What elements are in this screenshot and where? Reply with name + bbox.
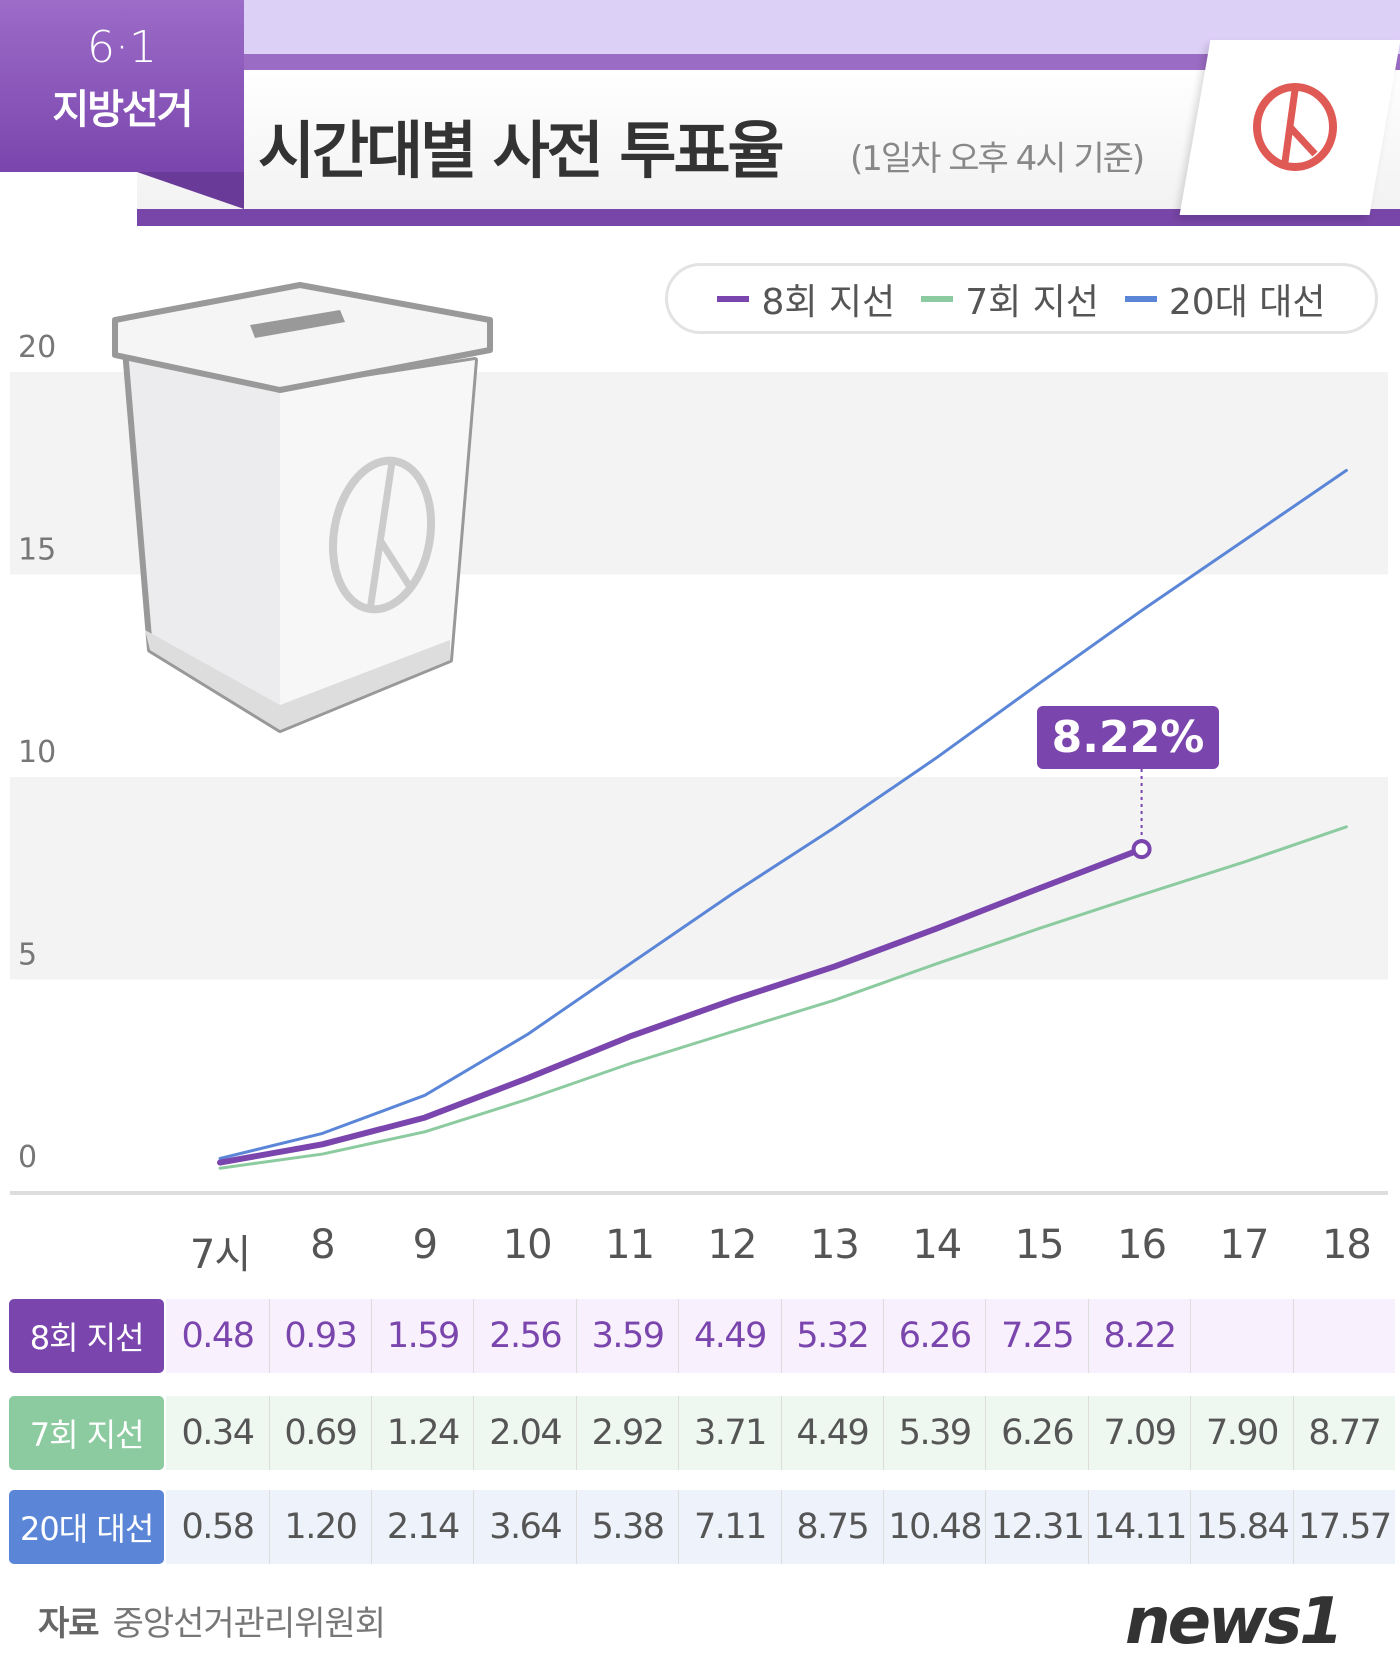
- y-tick-label: 5: [18, 938, 37, 973]
- source-label: 자료: [38, 1604, 100, 1644]
- vote-stamp-icon: [1253, 83, 1337, 171]
- legend-swatch: [921, 295, 954, 302]
- table-cell: 3.71: [678, 1396, 780, 1470]
- legend-swatch: [717, 295, 750, 302]
- table-cell: 0.58: [181, 1507, 255, 1547]
- badge-fold: [137, 172, 244, 209]
- x-tick-label: 8: [310, 1222, 335, 1268]
- table-cell: 4.49: [678, 1299, 780, 1373]
- table-cell: [1190, 1299, 1292, 1373]
- table-cell: 2.56: [473, 1299, 575, 1373]
- x-tick-label: 9: [412, 1222, 438, 1268]
- table-cell: 12.31: [985, 1490, 1087, 1564]
- current-value-callout: 8.22%: [1037, 706, 1219, 769]
- y-tick-label: 15: [18, 533, 56, 568]
- legend-label: 8회 지선: [761, 281, 896, 323]
- page-title: 시간대별 사전 투표율: [258, 114, 785, 187]
- last-point-marker: [1131, 839, 1152, 860]
- page-subtitle: (1일차 오후 4시 기준): [850, 139, 1145, 179]
- legend: 8회 지선 7회 지선 20대 대선: [665, 263, 1378, 334]
- table-cell: 7.11: [678, 1490, 780, 1564]
- header-stripe: [244, 54, 1400, 70]
- x-tick-label: 7시: [189, 1232, 251, 1278]
- table-cell: 6.26: [883, 1299, 985, 1373]
- table-cell: 10.48: [883, 1490, 985, 1564]
- row-label: 20대 대선: [9, 1490, 165, 1564]
- table-cell: 6.26: [985, 1396, 1087, 1470]
- x-tick-label: 13: [809, 1222, 860, 1268]
- table-cell: 7.90: [1190, 1396, 1292, 1470]
- x-tick-label: 11: [605, 1222, 655, 1268]
- ballot-box-illustration: [112, 282, 493, 733]
- table-cell: 1.24: [371, 1396, 473, 1470]
- row-label: 8회 지선: [9, 1299, 165, 1373]
- table-cell: 0.34: [181, 1413, 255, 1453]
- x-tick-label: 15: [1014, 1222, 1065, 1268]
- grid-band: [10, 777, 1388, 980]
- source-text: 중앙선거관리위원회: [112, 1604, 387, 1644]
- legend-label: 7회 지선: [965, 281, 1099, 323]
- table-cell: 7.09: [1087, 1396, 1190, 1470]
- x-tick-label: 14: [912, 1222, 962, 1268]
- y-tick-label: 10: [18, 735, 56, 770]
- table-row-7th-local: 7회 지선 0.34 0.69 1.24 2.04 2.92 3.71 4.49 5.39 6.…: [9, 1396, 1395, 1470]
- x-tick-label: 10: [502, 1222, 553, 1268]
- row-label: 7회 지선: [9, 1396, 165, 1470]
- table-cell: 5.39: [883, 1396, 985, 1470]
- table-cell: 3.64: [473, 1490, 575, 1564]
- table-row-8th-local: 8회 지선 0.48 0.93 1.59 2.56 3.59 4.49 5.32 6.26 7.…: [9, 1299, 1395, 1373]
- legend-item-20th-presidential: 20대 대선: [1124, 273, 1326, 325]
- header-stripe-bottom: [137, 209, 1400, 226]
- series-line-0: [217, 846, 1145, 1166]
- table-cell: 7.25: [985, 1299, 1087, 1373]
- series-line-1: [218, 825, 1348, 1170]
- table-cell: 5.38: [575, 1490, 678, 1564]
- news1-logo: news1: [1125, 1585, 1344, 1659]
- table-cell: 8.75: [780, 1490, 883, 1564]
- table-cell: 3.59: [575, 1299, 678, 1373]
- source-note: 자료 중앙선거관리위원회: [38, 1596, 387, 1645]
- legend-swatch: [1124, 295, 1157, 302]
- table-cell: 8.22: [1087, 1299, 1190, 1373]
- table-row-20th-presidential: 20대 대선 0.58 1.20 2.14 3.64 5.38 7.11 8.75 10.48…: [9, 1490, 1395, 1564]
- legend-item-7th-local: 7회 지선: [921, 273, 1099, 325]
- table-cell: 5.32: [780, 1299, 883, 1373]
- table-cell: 17.57: [1292, 1490, 1395, 1564]
- table-cell: 14.11: [1087, 1490, 1190, 1564]
- table-cell: 0.93: [268, 1299, 371, 1373]
- table-cell: 2.92: [575, 1396, 678, 1470]
- table-cell: [1292, 1299, 1395, 1373]
- legend-label: 20대 대선: [1168, 281, 1326, 323]
- election-badge: 6·1 지방선거: [0, 0, 244, 172]
- table-cell: 0.48: [181, 1316, 255, 1356]
- table-cell: 2.04: [473, 1396, 575, 1470]
- table-cell: 15.84: [1190, 1490, 1292, 1564]
- badge-date: 6·1: [87, 22, 157, 73]
- table-cell: 1.59: [371, 1299, 473, 1373]
- table-cell: 2.14: [371, 1490, 473, 1564]
- table-cell: 8.77: [1292, 1396, 1395, 1470]
- legend-item-8th-local: 8회 지선: [717, 273, 895, 325]
- badge-label: 지방선거: [52, 87, 193, 133]
- line-chart: 0 5 10 15 20: [10, 282, 1388, 1195]
- table-cell: 4.49: [780, 1396, 883, 1470]
- x-tick-label: 18: [1321, 1222, 1372, 1268]
- table-cell: 1.20: [268, 1490, 371, 1564]
- x-tick-label: 16: [1117, 1222, 1167, 1268]
- series-line-2: [218, 468, 1348, 1161]
- y-tick-label: 20: [18, 330, 56, 365]
- y-tick-label: 0: [18, 1140, 37, 1175]
- x-tick-label: 17: [1219, 1222, 1270, 1268]
- x-tick-label: 12: [707, 1222, 758, 1268]
- table-cell: 0.69: [268, 1396, 371, 1470]
